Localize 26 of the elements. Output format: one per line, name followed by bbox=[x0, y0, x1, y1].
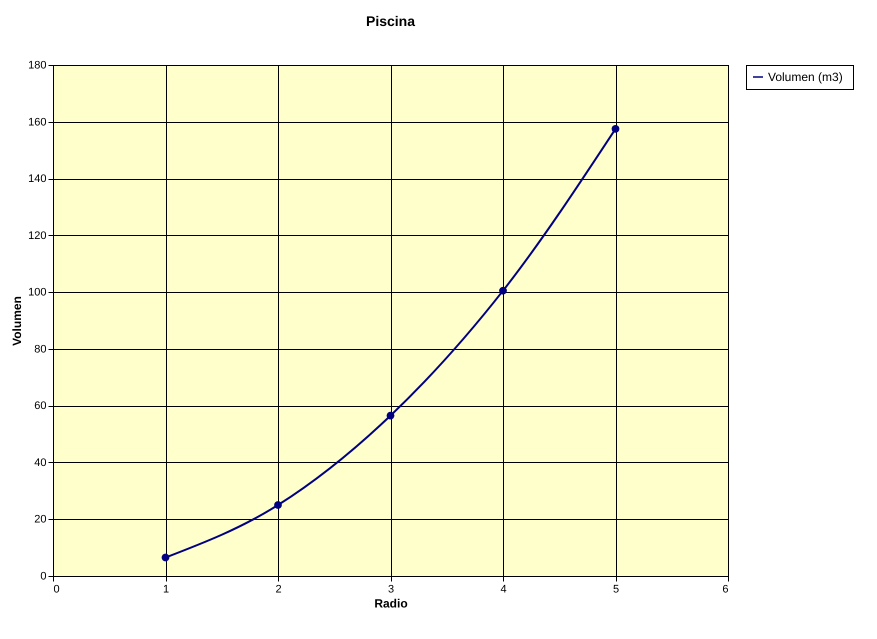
y-tick-label: 60 bbox=[34, 400, 46, 412]
point bbox=[162, 554, 170, 562]
y-tick-label: 80 bbox=[34, 343, 46, 356]
y-tick-label: 140 bbox=[28, 173, 46, 186]
x-tick-label: 6 bbox=[722, 584, 728, 596]
y-tick-label: 160 bbox=[28, 116, 46, 128]
y-tick-label: 180 bbox=[28, 60, 46, 72]
y-tick-label: 40 bbox=[34, 456, 46, 469]
y-tick-label: 120 bbox=[28, 230, 46, 242]
y-axis-title: Volumen bbox=[10, 296, 24, 346]
y-tick-label: 0 bbox=[40, 570, 46, 582]
legend-label: Volumen (m3) bbox=[768, 70, 843, 84]
point bbox=[499, 286, 507, 295]
point bbox=[274, 501, 282, 509]
point bbox=[386, 412, 394, 420]
x-tick-label: 5 bbox=[612, 584, 620, 596]
x-axis-title: Radio bbox=[374, 596, 408, 610]
x-tick-label: 4 bbox=[500, 584, 507, 596]
x-tick-label: 0 bbox=[54, 584, 60, 596]
point bbox=[612, 125, 620, 133]
x-tick-label: 3 bbox=[388, 584, 394, 596]
x-tick-label: 2 bbox=[275, 584, 282, 596]
y-tick-label: 20 bbox=[34, 514, 46, 526]
chart-title: Piscina bbox=[366, 13, 416, 29]
x-tick-label: 1 bbox=[162, 584, 170, 596]
y-tick-label: 100 bbox=[28, 286, 46, 299]
